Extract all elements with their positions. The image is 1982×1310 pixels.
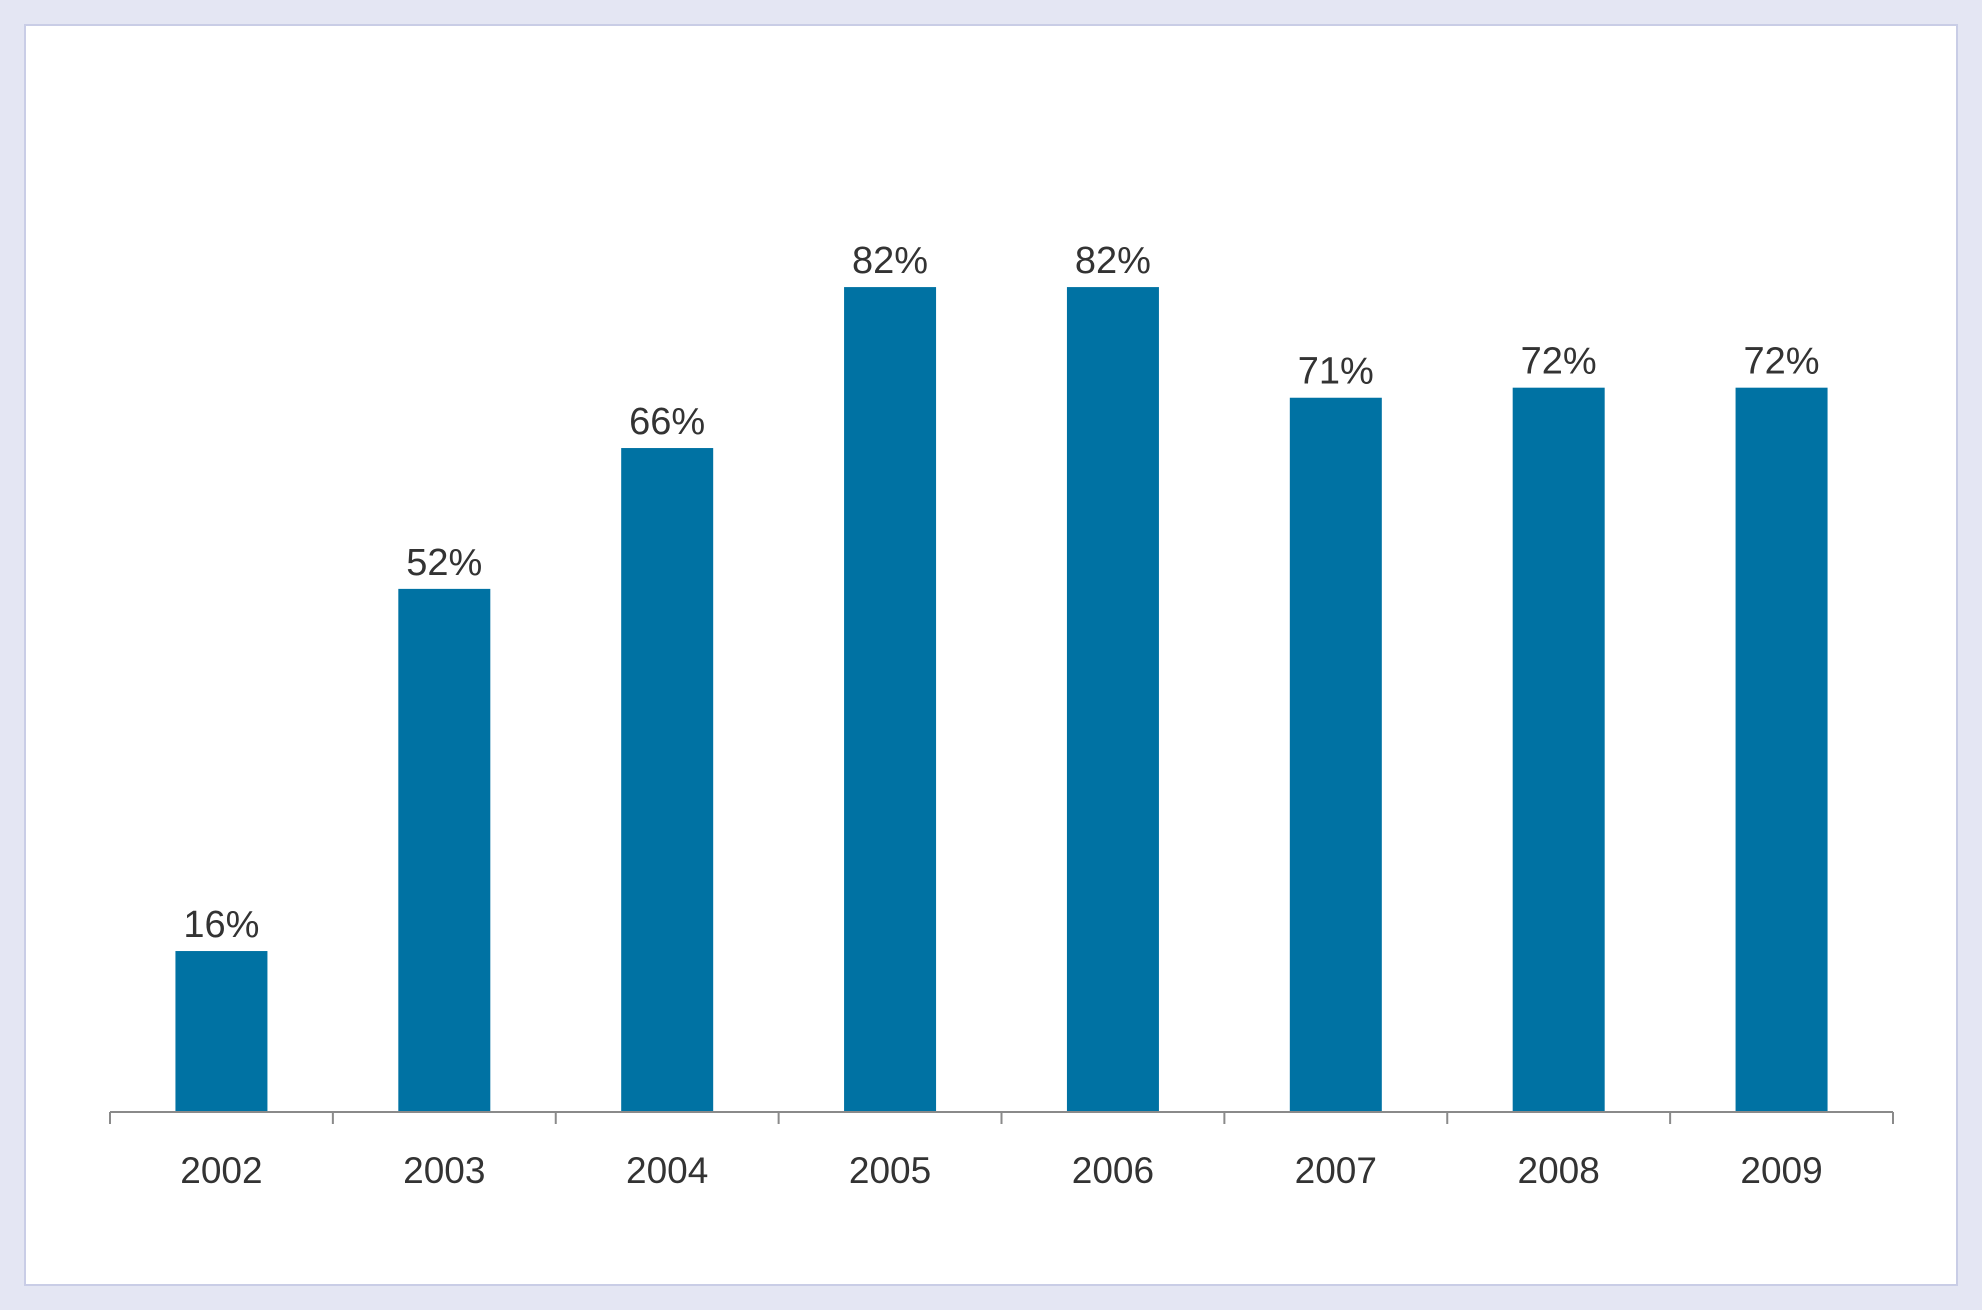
value-labels-group: 16% 52% 66% 82% 82% 71% 72% 72%: [183, 240, 1819, 946]
bar-2008: [1512, 387, 1605, 1112]
x-axis-tick-labels-group: 2002 2003 2004 2005 2006 2007 2008 2009: [180, 1150, 1822, 1191]
bar-2002: [175, 951, 268, 1112]
x-axis-ticks-group: [109, 1112, 1894, 1124]
value-label-2003: 52%: [406, 542, 482, 584]
value-label-2006: 82%: [1075, 240, 1151, 282]
chart-frame: [24, 24, 1958, 1286]
x-tick-label-2004: 2004: [626, 1150, 708, 1191]
x-tick-label-2008: 2008: [1518, 1150, 1600, 1191]
x-tick-label-2002: 2002: [180, 1150, 262, 1191]
x-tick-label-2006: 2006: [1072, 1150, 1154, 1191]
value-label-2002: 16%: [183, 904, 259, 946]
value-label-2009: 72%: [1744, 341, 1820, 383]
value-label-2008: 72%: [1521, 341, 1597, 383]
bar-2006: [1066, 287, 1159, 1113]
bars-group: [175, 287, 1828, 1113]
x-tick-label-2005: 2005: [849, 1150, 931, 1191]
value-label-2005: 82%: [852, 240, 928, 282]
value-label-2004: 66%: [629, 401, 705, 443]
bar-2007: [1289, 397, 1382, 1112]
bar-2009: [1735, 387, 1828, 1112]
value-label-2007: 71%: [1298, 351, 1374, 393]
bar-2003: [398, 588, 491, 1112]
bar-2005: [844, 287, 937, 1113]
x-tick-label-2007: 2007: [1295, 1150, 1377, 1191]
bar-2004: [621, 448, 714, 1112]
x-tick-label-2003: 2003: [403, 1150, 485, 1191]
x-tick-label-2009: 2009: [1740, 1150, 1822, 1191]
